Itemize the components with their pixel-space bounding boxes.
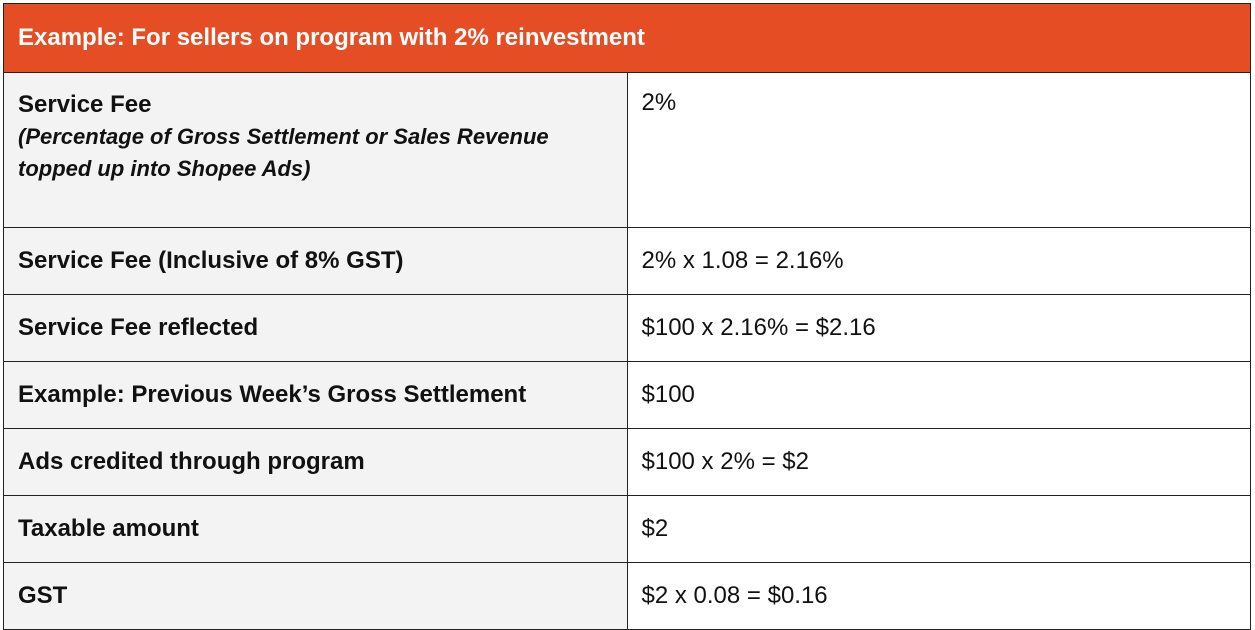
row-value: $100 x 2% = $2 (626, 428, 1251, 496)
table-row: Example: Previous Week’s Gross Settlemen… (3, 361, 1251, 429)
row-value: $2 x 0.08 = $0.16 (626, 562, 1251, 630)
service-fee-label: Service Fee (18, 91, 152, 118)
fee-example-table-container: Example: For sellers on program with 2% … (3, 3, 1251, 630)
table-row: Taxable amount $2 (3, 495, 1251, 563)
service-fee-description-line2: topped up into Shopee Ads) (18, 156, 311, 181)
row-label: Taxable amount (3, 495, 628, 563)
row-label: Ads credited through program (3, 428, 628, 496)
row-value: $100 x 2.16% = $2.16 (626, 294, 1251, 362)
row-value: $100 (626, 361, 1251, 429)
service-fee-description-line1: (Percentage of Gross Settlement or Sales… (18, 124, 549, 149)
table-row: Service Fee (Inclusive of 8% GST) 2% x 1… (3, 227, 1251, 295)
fee-example-table: Example: For sellers on program with 2% … (3, 3, 1251, 630)
table-row: GST $2 x 0.08 = $0.16 (3, 562, 1251, 630)
row-label: Example: Previous Week’s Gross Settlemen… (3, 361, 628, 429)
row-label: Service Fee (Inclusive of 8% GST) (3, 227, 628, 295)
row-label: GST (3, 562, 628, 630)
service-fee-label-cell: Service Fee (Percentage of Gross Settlem… (3, 72, 628, 228)
row-value: $2 (626, 495, 1251, 563)
table-header-row: Example: For sellers on program with 2% … (3, 3, 1251, 73)
table-row: Service Fee reflected $100 x 2.16% = $2.… (3, 294, 1251, 362)
table-row-service-fee: Service Fee (Percentage of Gross Settlem… (3, 72, 1251, 228)
table-title: Example: For sellers on program with 2% … (3, 3, 1251, 73)
row-value: 2% x 1.08 = 2.16% (626, 227, 1251, 295)
service-fee-value: 2% (626, 72, 1251, 228)
row-label: Service Fee reflected (3, 294, 628, 362)
table-row: Ads credited through program $100 x 2% =… (3, 428, 1251, 496)
